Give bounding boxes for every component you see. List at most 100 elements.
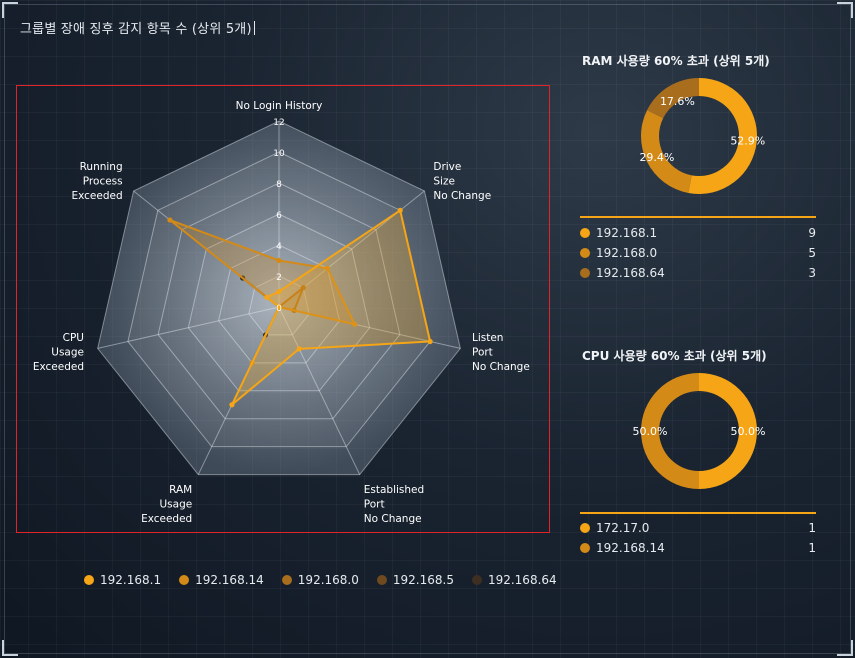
donut-percent-label: 50.0% [633, 425, 668, 438]
radar-axis-label-line: CPU [63, 332, 84, 344]
list-item-label: 192.168.0 [596, 246, 658, 260]
radar-tick-label: 2 [276, 273, 282, 283]
radar-axis-label-line: No Change [433, 190, 491, 202]
legend-dot-icon [84, 575, 94, 585]
list-item-value: 3 [808, 266, 816, 280]
legend-label: 192.168.64 [487, 573, 557, 587]
radar-tick-label: 4 [276, 242, 282, 252]
ram-donut-chart: 52.9% 29.4% 17.6% [639, 78, 765, 194]
radar-axis-label-line: Port [364, 499, 385, 511]
cpu-separator [580, 512, 816, 514]
radar-point [296, 346, 302, 352]
legend-dot-icon [580, 228, 590, 238]
radar-point [167, 217, 173, 223]
radar-point [264, 294, 270, 300]
legend-dot-icon [580, 248, 590, 258]
list-item[interactable]: 192.168.1 9 [580, 223, 816, 243]
radar-point [351, 321, 358, 327]
list-item[interactable]: 192.168.14 1 [580, 538, 816, 558]
donut-slice [641, 373, 699, 489]
radar-axis-label-line: Listen [472, 332, 503, 344]
radar-chart: 0 2 4 6 8 10 12 No Login History Drive Size No Cha… [33, 100, 530, 525]
ram-panel-title: RAM 사용량 60% 초과 (상위 5개) [582, 54, 770, 68]
radar-series-192-168-1 [229, 207, 433, 408]
legend-dot-icon [376, 575, 387, 585]
legend-label: 192.168.5 [392, 573, 454, 587]
legend-item[interactable]: 192.168.1 [84, 573, 161, 587]
legend-dot-icon [580, 523, 590, 533]
list-item[interactable]: 192.168.0 5 [580, 243, 816, 263]
radar-axis-label-line: Port [472, 347, 493, 359]
cpu-donut-chart: 50.0% 50.0% [633, 373, 766, 489]
radar-point [397, 207, 403, 213]
legend-dot-icon [580, 543, 590, 553]
legend-label: 192.168.14 [195, 573, 264, 587]
list-item-value: 9 [808, 226, 816, 240]
legend-item[interactable]: 192.168.64 [471, 573, 557, 587]
cpu-list: 172.17.0 1 192.168.14 1 [580, 518, 816, 558]
radar-axis-label-line: Process [83, 175, 123, 187]
list-item[interactable]: 172.17.0 1 [580, 518, 816, 538]
radar-point [276, 257, 282, 264]
radar-grid-ring [218, 244, 340, 364]
list-item[interactable]: 192.168.64 3 [580, 263, 816, 283]
radar-point [300, 285, 306, 291]
radar-axis-label: Drive Size No Change [433, 161, 491, 202]
legend-item[interactable]: 192.168.14 [179, 573, 264, 587]
radar-axis-label: No Login History [236, 100, 323, 112]
radar-tick-label: 0 [276, 304, 282, 314]
donut-slice [647, 78, 699, 119]
radar-point [276, 288, 282, 295]
legend-item[interactable]: 192.168.0 [281, 573, 359, 587]
legend-dot-icon [281, 575, 292, 585]
radar-axis-label-line: Drive [433, 161, 461, 173]
donut-percent-label: 52.9% [730, 135, 765, 148]
radar-axis-label-line: No Login History [236, 100, 323, 112]
legend-dot-icon [179, 575, 190, 585]
radar-axis-label: Established Port No Change [364, 484, 424, 525]
donut-slice [641, 110, 692, 194]
radar-axis-label-line: RAM [169, 484, 192, 496]
radar-point [276, 304, 282, 310]
legend-dot-icon [471, 575, 482, 585]
page-title-text: 그룹별 장애 징후 감지 항목 수 (상위 5개) [20, 22, 252, 37]
radar-axis-label-line: Exceeded [71, 190, 122, 202]
radar-chart-panel: 0 2 4 6 8 10 12 No Login History Drive Size No Cha… [16, 85, 550, 533]
radar-axis-label-line: No Change [472, 361, 530, 373]
radar-point [324, 265, 331, 271]
cpu-panel-title: CPU 사용량 60% 초과 (상위 5개) [582, 349, 767, 363]
list-item-label: 192.168.1 [596, 226, 658, 240]
legend-item[interactable]: 192.168.5 [376, 573, 454, 587]
radar-axis-label: CPU Usage Exceeded [33, 332, 84, 373]
radar-axis-label-line: Established [364, 484, 424, 496]
radar-axis-label-line: Size [433, 175, 455, 187]
frame-corner [837, 640, 853, 656]
legend-dot-icon [580, 268, 590, 278]
radar-axis-label: Running Process Exceeded [71, 161, 122, 202]
radar-legend: 192.168.1 192.168.14 192.168.0 192.168.5 192… [84, 573, 557, 587]
radar-background [97, 121, 461, 475]
frame-corner [2, 2, 18, 18]
radar-grid-ring [97, 120, 461, 476]
frame-corner [2, 640, 18, 656]
radar-tick-label: 12 [273, 118, 284, 128]
page-title: 그룹별 장애 징후 감지 항목 수 (상위 5개) [20, 18, 255, 37]
list-item-value: 5 [808, 246, 816, 260]
ram-list: 192.168.1 9 192.168.0 5 192.168.64 3 [580, 223, 816, 283]
donut-percent-label: 50.0% [731, 425, 766, 438]
radar-axis-label-line: Running [80, 161, 123, 173]
radar-axis-label-line: Usage [51, 347, 84, 359]
donut-slice [688, 78, 757, 194]
list-item-label: 192.168.64 [596, 266, 665, 280]
radar-axis-label-line: Usage [160, 499, 193, 511]
list-item-label: 172.17.0 [596, 521, 650, 535]
dashboard-frame [4, 4, 851, 654]
text-cursor [253, 21, 255, 35]
legend-label: 192.168.1 [100, 573, 162, 587]
radar-spoke [97, 306, 280, 349]
radar-axis-label-line: No Change [364, 513, 422, 525]
list-item-value: 1 [808, 521, 816, 535]
ram-separator [580, 216, 816, 218]
radar-axis-label-line: Exceeded [141, 513, 192, 525]
radar-grid-ring [157, 182, 401, 420]
